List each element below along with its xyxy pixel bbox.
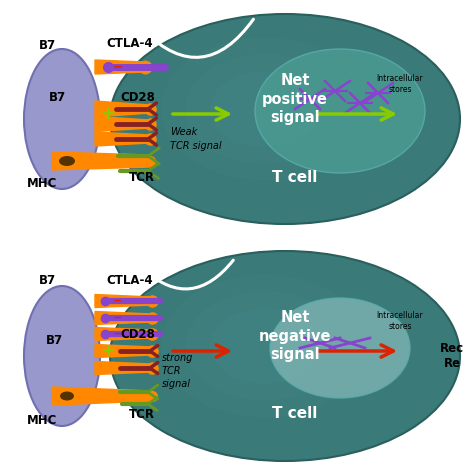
Text: CTLA-4: CTLA-4 (107, 37, 153, 50)
Text: TCR: TCR (129, 171, 155, 184)
Text: +: + (100, 105, 116, 123)
Ellipse shape (270, 298, 410, 398)
Ellipse shape (210, 308, 320, 384)
Text: T cell: T cell (272, 407, 318, 421)
Ellipse shape (60, 392, 74, 401)
Text: −: − (113, 329, 123, 339)
Text: Rec
Re: Rec Re (440, 342, 464, 370)
Polygon shape (95, 362, 152, 374)
Polygon shape (52, 387, 152, 405)
Ellipse shape (24, 286, 100, 426)
Ellipse shape (255, 49, 425, 173)
Polygon shape (95, 328, 152, 340)
Ellipse shape (59, 156, 75, 166)
Text: −: − (113, 61, 123, 73)
Polygon shape (95, 311, 152, 325)
Polygon shape (52, 152, 150, 170)
Ellipse shape (161, 274, 369, 418)
Ellipse shape (185, 292, 345, 401)
Text: B7: B7 (38, 274, 55, 287)
Text: −: − (113, 296, 123, 306)
Text: B7: B7 (48, 91, 65, 104)
Text: CD28: CD28 (120, 328, 155, 341)
Text: B7: B7 (46, 334, 63, 347)
Polygon shape (95, 345, 152, 357)
Text: MHC: MHC (27, 177, 57, 190)
Text: Intracellular
stores: Intracellular stores (377, 74, 423, 94)
Text: Net
positive
signal: Net positive signal (262, 73, 328, 125)
Text: Intracellular
stores: Intracellular stores (377, 311, 423, 331)
Ellipse shape (161, 37, 369, 181)
Text: T cell: T cell (272, 170, 318, 184)
Ellipse shape (110, 14, 460, 224)
Text: −: − (113, 313, 123, 323)
Ellipse shape (210, 71, 320, 147)
Ellipse shape (110, 251, 460, 461)
Text: Weak
TCR signal: Weak TCR signal (170, 128, 222, 151)
Ellipse shape (185, 55, 345, 164)
Polygon shape (95, 101, 150, 117)
Ellipse shape (24, 49, 100, 189)
Text: MHC: MHC (27, 414, 57, 427)
Polygon shape (95, 117, 150, 131)
Polygon shape (95, 60, 145, 74)
Text: CTLA-4: CTLA-4 (107, 274, 153, 287)
Polygon shape (95, 132, 150, 146)
Text: Net
negative
signal: Net negative signal (259, 310, 331, 362)
Text: TCR: TCR (129, 408, 155, 421)
Text: strong
TCR
signal: strong TCR signal (162, 353, 193, 389)
Text: CD28: CD28 (120, 91, 155, 104)
Text: B7: B7 (38, 39, 55, 52)
Text: +: + (100, 342, 116, 360)
Polygon shape (95, 294, 152, 308)
